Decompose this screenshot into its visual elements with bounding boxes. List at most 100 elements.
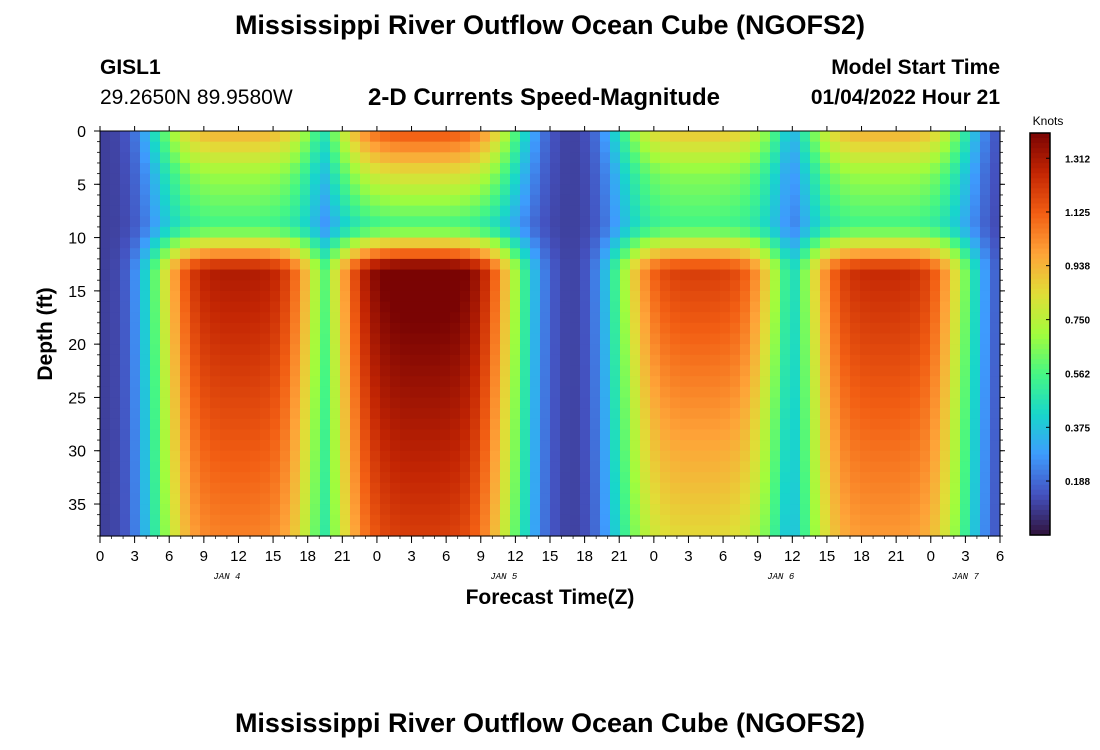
heatmap-cell: [230, 376, 241, 388]
heatmap-cell: [480, 290, 491, 303]
heatmap-cell: [410, 312, 421, 324]
heatmap-cell: [140, 472, 151, 484]
heatmap-cell: [410, 258, 421, 271]
colorbar-band: [1030, 474, 1050, 481]
heatmap-cell: [850, 301, 861, 313]
heatmap-cell: [920, 205, 931, 217]
heatmap-cell: [770, 418, 781, 431]
heatmap-cell: [160, 408, 171, 420]
x-tick-label: 12: [784, 548, 801, 565]
heatmap-cell: [460, 226, 471, 239]
heatmap-cell: [260, 429, 271, 441]
heatmap-cell: [840, 450, 851, 462]
heatmap-cell: [950, 301, 961, 313]
heatmap-cell: [380, 482, 391, 494]
heatmap-cell: [740, 429, 751, 441]
heatmap-cell: [660, 173, 671, 185]
heatmap-cell: [250, 258, 261, 271]
heatmap-cell: [370, 514, 381, 526]
heatmap-cell: [930, 461, 941, 473]
heatmap-cell: [900, 173, 911, 185]
heatmap-cell: [100, 152, 111, 164]
heatmap-cell: [140, 290, 151, 303]
heatmap-cell: [270, 269, 281, 281]
heatmap-cell: [890, 162, 901, 175]
heatmap-cell: [540, 514, 551, 526]
heatmap-cell: [440, 365, 451, 377]
heatmap-cell: [320, 397, 331, 409]
heatmap-cell: [410, 514, 421, 526]
heatmap-cell: [350, 493, 361, 505]
heatmap-cell: [570, 450, 581, 462]
heatmap-cell: [140, 461, 151, 473]
heatmap-cell: [750, 184, 761, 196]
heatmap-cell: [750, 472, 761, 484]
heatmap-cell: [360, 333, 371, 345]
heatmap-cell: [600, 333, 611, 345]
heatmap-cell: [850, 472, 861, 484]
heatmap-cell: [740, 162, 751, 175]
heatmap-cell: [350, 504, 361, 516]
heatmap-cell: [110, 173, 121, 185]
heatmap-cell: [430, 131, 441, 143]
colorbar-band: [1030, 509, 1050, 516]
heatmap-cell: [380, 248, 391, 260]
heatmap-cell: [120, 322, 131, 335]
heatmap-cell: [160, 333, 171, 345]
heatmap-cell: [800, 258, 811, 271]
heatmap-cell: [470, 386, 481, 399]
heatmap-cell: [500, 440, 511, 452]
heatmap-cell: [170, 301, 181, 313]
heatmap-cell: [730, 184, 741, 196]
heatmap-cell: [410, 301, 421, 313]
heatmap-cell: [180, 301, 191, 313]
heatmap-cell: [890, 525, 901, 537]
heatmap-cell: [200, 525, 211, 537]
colorbar-band: [1030, 339, 1050, 345]
heatmap-cell: [180, 504, 191, 516]
heatmap-cell: [580, 376, 591, 388]
heatmap-cell: [470, 322, 481, 335]
heatmap-cell: [610, 333, 621, 345]
heatmap-cell: [880, 514, 891, 526]
heatmap-cell: [440, 493, 451, 505]
heatmap-cell: [740, 184, 751, 196]
heatmap-cell: [680, 397, 691, 409]
heatmap-cell: [240, 226, 251, 239]
heatmap-cell: [950, 322, 961, 335]
heatmap-cell: [440, 440, 451, 452]
heatmap-cell: [580, 258, 591, 271]
heatmap-cell: [730, 440, 741, 452]
heatmap-cell: [200, 312, 211, 324]
heatmap-cell: [420, 514, 431, 526]
heatmap-cell: [120, 248, 131, 260]
heatmap-cell: [700, 333, 711, 345]
heatmap-cell: [230, 386, 241, 399]
heatmap-cell: [990, 248, 1001, 260]
heatmap-cell: [410, 397, 421, 409]
heatmap-cell: [170, 258, 181, 271]
heatmap-cell: [840, 141, 851, 153]
heatmap-cell: [130, 450, 141, 462]
heatmap-cell: [680, 365, 691, 377]
heatmap-cell: [260, 482, 271, 494]
heatmap-cell: [600, 354, 611, 367]
heatmap-cell: [110, 354, 121, 367]
heatmap-cell: [410, 440, 421, 452]
heatmap-cell: [940, 344, 951, 356]
heatmap-cell: [160, 365, 171, 377]
colorbar-band: [1030, 173, 1050, 179]
heatmap-cell: [640, 514, 651, 526]
heatmap-cell: [870, 205, 881, 217]
heatmap-cell: [950, 237, 961, 249]
heatmap-cell: [190, 280, 201, 292]
heatmap-cell: [440, 322, 451, 335]
x-tick-label: 6: [165, 548, 173, 565]
heatmap-cell: [380, 152, 391, 164]
heatmap-cell: [310, 194, 321, 207]
heatmap-cell: [320, 525, 331, 537]
heatmap-cell: [990, 365, 1001, 377]
heatmap-cell: [270, 152, 281, 164]
heatmap-cell: [340, 301, 351, 313]
heatmap-cell: [190, 440, 201, 452]
